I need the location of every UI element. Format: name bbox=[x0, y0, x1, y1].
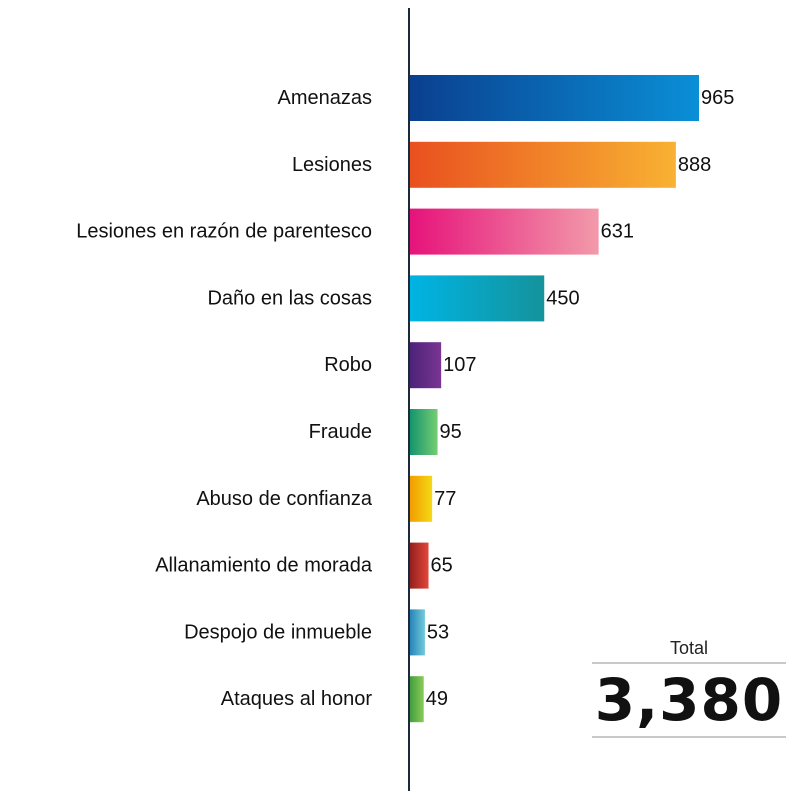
category-label: Fraude bbox=[309, 421, 372, 443]
value-label: 631 bbox=[601, 221, 634, 243]
total-value: 3,380 bbox=[594, 666, 784, 734]
total-bottom-rule bbox=[592, 736, 786, 738]
value-label: 107 bbox=[443, 354, 476, 376]
category-label: Lesiones en razón de parentesco bbox=[76, 221, 372, 243]
bar bbox=[409, 609, 425, 656]
bar bbox=[409, 275, 545, 322]
bar bbox=[409, 542, 429, 589]
category-label: Despojo de inmueble bbox=[184, 621, 372, 643]
value-label: 49 bbox=[426, 688, 448, 710]
bar bbox=[409, 475, 433, 522]
value-label: 888 bbox=[678, 154, 711, 176]
category-label: Daño en las cosas bbox=[207, 287, 372, 309]
value-label: 450 bbox=[546, 287, 579, 309]
bar bbox=[409, 676, 424, 723]
value-label: 77 bbox=[434, 488, 456, 510]
category-label: Allanamiento de morada bbox=[155, 555, 373, 577]
bar bbox=[409, 75, 699, 121]
total-label: Total bbox=[669, 638, 709, 658]
bar bbox=[409, 342, 442, 389]
value-label: 95 bbox=[440, 421, 462, 443]
bar bbox=[409, 141, 676, 188]
total-box: Total 3,380 bbox=[592, 634, 786, 738]
category-label: Robo bbox=[324, 354, 372, 376]
value-label: 53 bbox=[427, 621, 449, 643]
total-top-rule bbox=[592, 662, 786, 664]
category-label: Abuso de confianza bbox=[196, 488, 373, 510]
category-label: Ataques al honor bbox=[221, 688, 373, 710]
category-label: Lesiones bbox=[292, 154, 372, 176]
bar bbox=[409, 409, 438, 455]
value-label: 65 bbox=[431, 555, 453, 577]
value-label: 965 bbox=[701, 87, 734, 109]
category-label: Amenazas bbox=[278, 87, 373, 109]
bar bbox=[409, 208, 599, 255]
